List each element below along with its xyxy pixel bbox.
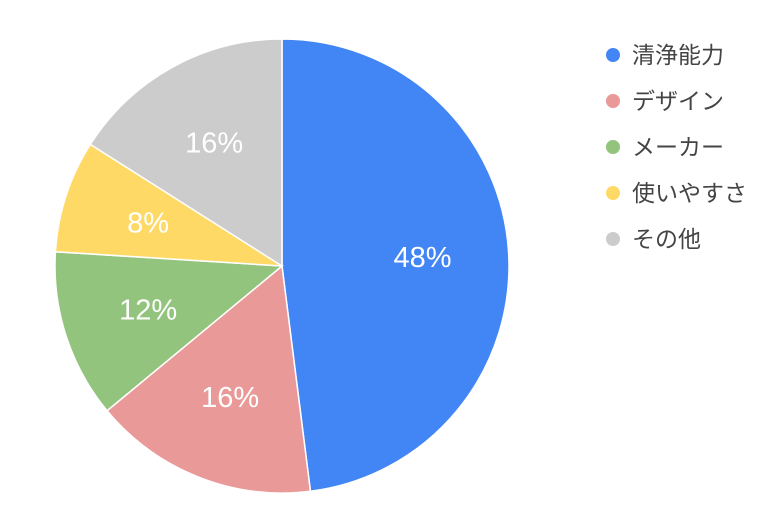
legend-label-1: 清浄能力	[632, 43, 724, 69]
pie-slice-2	[106, 264, 312, 494]
data-label-4: 8%	[127, 208, 169, 240]
legend-label-3: メーカー	[632, 135, 724, 161]
legend-swatch-1	[606, 48, 620, 62]
legend-swatch-5	[606, 232, 620, 246]
legend-swatch-4	[606, 186, 620, 200]
pie-slice-4	[54, 143, 283, 267]
pie-slice-1	[281, 38, 510, 493]
pie-slices	[54, 38, 510, 494]
legend-item-1: 清浄能力	[606, 43, 724, 69]
legend-item-3: メーカー	[606, 135, 724, 161]
data-label-5: 16%	[185, 128, 243, 160]
data-label-2: 16%	[201, 382, 259, 414]
legend-swatch-2	[606, 94, 620, 108]
legend-item-2: デザイン	[606, 89, 724, 115]
legend-label-5: その他	[632, 227, 701, 253]
legend-item-4: 使いやすさ	[606, 181, 747, 207]
pie-slice-3	[54, 250, 284, 412]
data-label-1: 48%	[393, 242, 451, 274]
legend-swatch-3	[606, 140, 620, 154]
legend-item-5: その他	[606, 227, 701, 253]
pie-data-labels: 48% 16% 12% 8% 16%	[119, 128, 451, 414]
legend-label-2: デザイン	[632, 89, 724, 115]
data-label-3: 12%	[119, 295, 177, 327]
pie-slice-5	[89, 38, 283, 268]
legend-label-4: 使いやすさ	[632, 181, 747, 207]
